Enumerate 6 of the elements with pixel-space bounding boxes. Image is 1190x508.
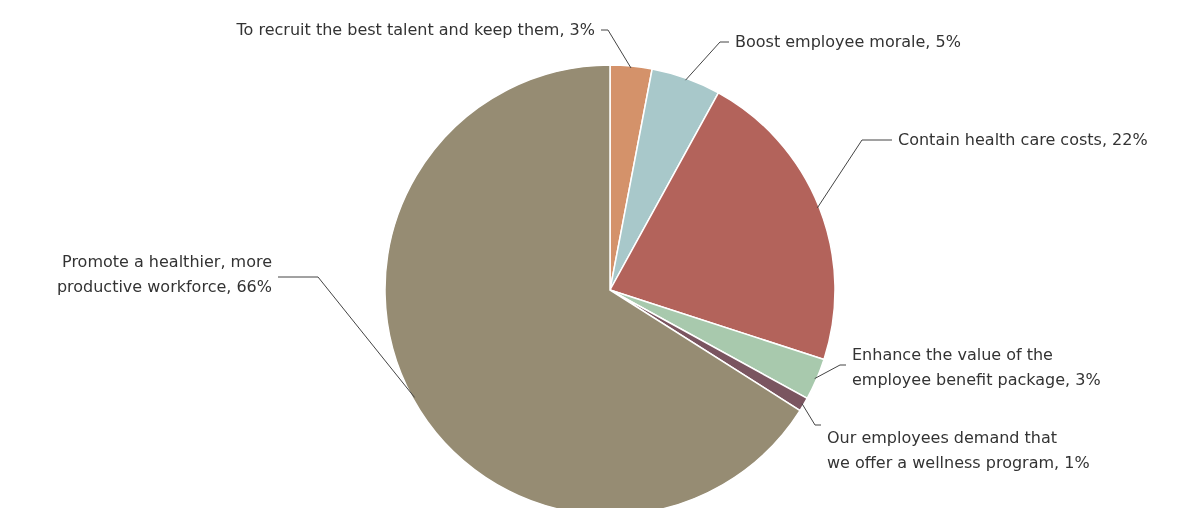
slice-label: Promote a healthier, more productive workforce, 66% [56,252,272,296]
slice-label: Enhance the value of the employee benefit package, 3% [852,345,1101,389]
slice-label: Boost employee morale, 5% [735,32,961,51]
slice-label: Our employees demand that we offer a wellness program, 1% [827,428,1090,472]
slice-label: To recruit the best talent and keep them, 3% [235,20,595,39]
slice-label: Contain health care costs, 22% [898,130,1148,149]
